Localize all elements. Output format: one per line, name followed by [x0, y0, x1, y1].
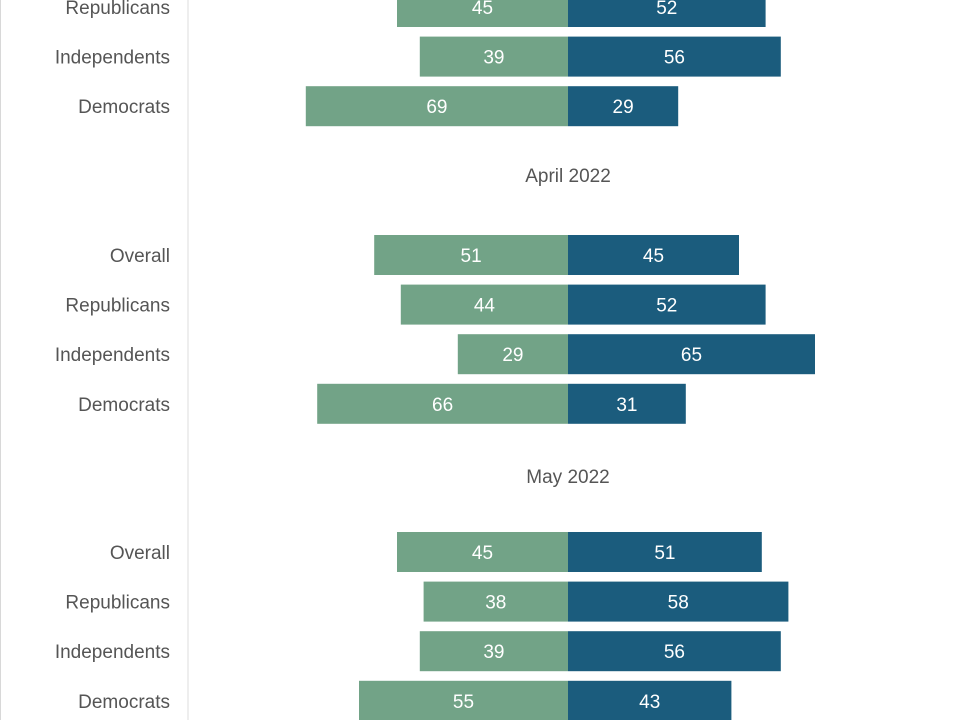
category-label: Republicans	[65, 593, 170, 614]
bar-left-value: 45	[472, 543, 493, 564]
bar-right	[568, 0, 766, 27]
category-label: Independents	[55, 345, 170, 366]
bar-right	[568, 334, 815, 375]
category-label: Democrats	[78, 692, 170, 713]
bar-left	[423, 581, 568, 622]
category-label: Democrats	[78, 97, 170, 118]
group-title: May 2022	[526, 467, 609, 488]
bar-right-value: 51	[654, 543, 675, 564]
bar-right-value: 31	[616, 395, 637, 416]
bar-right-value: 29	[613, 97, 634, 118]
bar-left	[374, 235, 568, 275]
bar-left	[419, 631, 568, 672]
bar-left	[305, 86, 568, 127]
bar-left-value: 51	[461, 246, 482, 267]
bar-left	[400, 284, 568, 325]
bar-left-value: 66	[432, 395, 453, 416]
bar-right-value: 65	[681, 345, 702, 366]
page-left-border	[0, 0, 1, 720]
bar-right	[568, 284, 766, 325]
bar-left-value: 38	[485, 593, 506, 614]
bar-left	[317, 383, 568, 424]
bar-left-value: 44	[474, 296, 496, 317]
bar-right	[568, 383, 686, 424]
bar-left-value: 29	[502, 345, 523, 366]
bar-right-value: 52	[656, 0, 677, 19]
bar-right-value: 52	[656, 296, 677, 317]
category-label: Overall	[110, 246, 170, 267]
bar-right	[568, 86, 679, 127]
category-label: Republicans	[65, 0, 170, 19]
group-title: April 2022	[525, 166, 611, 187]
bar-left	[397, 0, 568, 27]
bar-left-value: 69	[426, 97, 447, 118]
bar-right-value: 43	[639, 692, 660, 713]
bar-right	[568, 581, 789, 622]
bar-left-value: 45	[472, 0, 493, 19]
bar-left-value: 39	[483, 48, 504, 69]
bar-right-value: 45	[643, 246, 664, 267]
category-label: Republicans	[65, 296, 170, 317]
bar-left-value: 39	[483, 642, 504, 663]
bar-right	[568, 680, 732, 721]
category-label: Independents	[55, 48, 170, 69]
bar-right	[568, 631, 781, 672]
category-label: Democrats	[78, 395, 170, 416]
bar-left	[457, 334, 568, 375]
bar-left-value: 55	[453, 692, 474, 713]
bar-left	[397, 532, 568, 572]
bar-left	[419, 36, 568, 77]
bar-right-value: 58	[668, 593, 689, 614]
category-label: Independents	[55, 642, 170, 663]
bar-right	[568, 532, 762, 572]
bar-left	[359, 680, 568, 721]
bar-right	[568, 235, 739, 275]
bar-right-value: 56	[664, 48, 685, 69]
bar-right	[568, 36, 781, 77]
category-label: Overall	[110, 543, 170, 564]
bar-right-value: 56	[664, 642, 685, 663]
